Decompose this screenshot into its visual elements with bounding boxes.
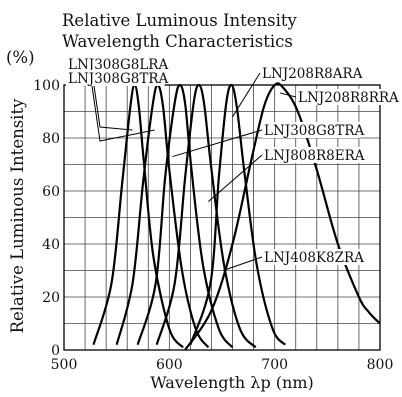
- annotation-label: LNJ308G8TRA: [264, 123, 364, 139]
- chart-subtitle: Wavelength Characteristics: [62, 32, 293, 51]
- annotation-leader-line: [172, 129, 263, 158]
- annotation-label: LNJ208R8RRA: [298, 90, 399, 106]
- x-tick-label: 600: [156, 357, 183, 373]
- series-line-lnj308g8lra: [92, 83, 184, 349]
- annotation-label-background: [66, 56, 165, 72]
- axis-ticks: 0 20 40 60 80 100 500 600 700 800: [33, 78, 393, 373]
- x-axis-title: Wavelength λp (nm): [150, 373, 313, 392]
- annotation-label: LNJ308G8LRA: [68, 57, 168, 73]
- annotation-label-background: [262, 122, 361, 138]
- series-line-lnj308g8tra: [115, 83, 210, 349]
- x-tick-label: 500: [51, 357, 78, 373]
- series-line-lnj208r8ara: [189, 83, 287, 346]
- annotation-label-background: [262, 249, 361, 265]
- series-line-lnj808r8era: [136, 83, 234, 349]
- annotation-label-background: [66, 70, 165, 86]
- y-tick-label: 0: [51, 343, 60, 359]
- y-tick-label: 40: [42, 237, 60, 253]
- y-tick-label: 60: [42, 184, 60, 200]
- plot-frame: [63, 84, 381, 351]
- annotation-label-background: [296, 89, 395, 105]
- y-unit-label: (%): [6, 48, 35, 67]
- y-axis-title: Relative Luminous Intensity: [8, 98, 27, 333]
- x-tick-label: 800: [367, 357, 394, 373]
- y-tick-label: 20: [42, 290, 60, 306]
- y-tick-label: 100: [33, 78, 60, 94]
- annotation-label: LNJ408K8ZRA: [264, 250, 364, 266]
- annotation-leader-line: [91, 85, 155, 142]
- curves: [92, 82, 381, 351]
- series-line-lnj408k8zra: [155, 83, 257, 349]
- x-tick-label: 700: [261, 357, 288, 373]
- plot-border: [63, 84, 381, 351]
- annotation-label: LNJ308G8TRA: [68, 71, 168, 87]
- annotation-label: LNJ808R8ERA: [264, 148, 365, 164]
- y-tick-label: 80: [42, 131, 60, 147]
- annotation-label: LNJ208R8ARA: [262, 66, 363, 82]
- annotation-label-background: [262, 147, 361, 163]
- annotation-leader-line: [91, 71, 133, 131]
- chart-title: Relative Luminous Intensity: [62, 11, 297, 30]
- annotation-leader-line: [232, 72, 261, 118]
- annotation-leader-line: [279, 92, 297, 98]
- annotation-leader-line: [207, 154, 263, 202]
- annotation-label-background: [260, 65, 359, 81]
- annotation-leader-line: [222, 256, 263, 271]
- series-line-lnj208r8rra: [184, 82, 381, 351]
